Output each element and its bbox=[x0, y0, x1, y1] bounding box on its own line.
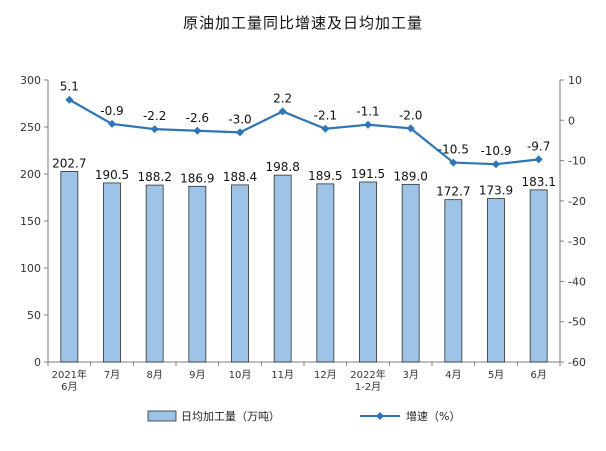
y-right-tick-label: -60 bbox=[568, 356, 586, 369]
bar bbox=[145, 184, 164, 363]
bar bbox=[273, 174, 292, 363]
growth-value-label: -2.1 bbox=[314, 109, 337, 123]
growth-point bbox=[449, 158, 458, 167]
x-tick-label: 3月 bbox=[402, 369, 418, 381]
bar bbox=[444, 199, 463, 363]
bar bbox=[359, 181, 377, 363]
x-tick-label: 2022年 bbox=[350, 368, 385, 381]
growth-value-label: 2.2 bbox=[273, 91, 292, 105]
x-tick-label: 5月 bbox=[488, 369, 504, 381]
growth-point bbox=[492, 160, 500, 169]
growth-value-label: -2.0 bbox=[399, 108, 422, 122]
bar-value-label: 172.7 bbox=[436, 185, 470, 199]
legend-bar-swatch bbox=[147, 410, 177, 422]
growth-point bbox=[108, 119, 116, 128]
y-left-tick-label: 0 bbox=[34, 356, 41, 369]
y-left-tick-label: 100 bbox=[20, 262, 41, 275]
bar bbox=[316, 183, 335, 363]
x-tick-label: 9月 bbox=[189, 369, 205, 381]
legend-line-label: 增速（%） bbox=[406, 409, 460, 423]
growth-point bbox=[406, 124, 415, 133]
x-tick-label: 1-2月 bbox=[355, 381, 381, 393]
growth-point bbox=[193, 126, 202, 135]
x-tick-label: 4月 bbox=[445, 369, 461, 381]
growth-value-label: -1.1 bbox=[356, 105, 379, 119]
x-tick-label: 8月 bbox=[146, 369, 162, 381]
x-tick-label: 7月 bbox=[104, 369, 120, 381]
bar bbox=[487, 198, 505, 363]
bar-value-label: 198.8 bbox=[265, 160, 299, 174]
growth-value-label: -10.5 bbox=[438, 143, 469, 157]
growth-point bbox=[236, 128, 244, 137]
growth-point bbox=[364, 120, 372, 129]
chart-title: 原油加工量同比增速及日均加工量 bbox=[182, 14, 423, 32]
bar bbox=[231, 184, 249, 363]
y-right-tick-label: -20 bbox=[568, 195, 586, 208]
x-tick-label: 6月 bbox=[530, 369, 546, 381]
x-tick-label: 11月 bbox=[271, 369, 294, 381]
growth-point bbox=[278, 107, 287, 116]
legend-line-marker bbox=[376, 412, 384, 420]
y-right-tick-label: 0 bbox=[568, 114, 575, 127]
y-right-tick-label: -40 bbox=[568, 275, 586, 288]
x-tick-label: 6月 bbox=[61, 381, 77, 393]
y-left-tick-label: 150 bbox=[20, 215, 41, 228]
bar-value-label: 190.5 bbox=[95, 168, 129, 182]
growth-value-label: -0.9 bbox=[100, 104, 123, 118]
bar-value-label: 189.5 bbox=[308, 169, 342, 183]
x-tick-label: 2021年 bbox=[52, 368, 87, 381]
growth-value-label: -10.9 bbox=[480, 144, 511, 158]
bar bbox=[188, 185, 207, 363]
y-right-tick-label: 10 bbox=[568, 74, 582, 87]
bar bbox=[401, 183, 420, 363]
bar-value-label: 188.2 bbox=[137, 170, 171, 184]
bar-value-label: 191.5 bbox=[351, 167, 385, 181]
y-right-tick-label: -10 bbox=[568, 155, 586, 168]
growth-value-label: -2.2 bbox=[143, 109, 166, 123]
x-tick-label: 10月 bbox=[229, 369, 252, 381]
growth-value-label: 5.1 bbox=[60, 80, 79, 94]
growth-value-label: -9.7 bbox=[527, 139, 550, 153]
y-left-tick-label: 300 bbox=[20, 74, 41, 87]
growth-line bbox=[68, 98, 539, 166]
bar bbox=[60, 171, 79, 363]
growth-point bbox=[150, 125, 159, 134]
bar-value-label: 173.9 bbox=[479, 184, 513, 198]
x-tick-label: 12月 bbox=[314, 369, 337, 381]
y-right-tick-label: -50 bbox=[568, 316, 586, 329]
y-left-tick-label: 50 bbox=[27, 309, 41, 322]
bar-value-label: 188.4 bbox=[223, 170, 257, 184]
bar-value-label: 183.1 bbox=[521, 175, 555, 189]
growth-point bbox=[65, 95, 74, 104]
y-left-tick-label: 250 bbox=[20, 121, 41, 134]
growth-point bbox=[321, 124, 330, 133]
bar-value-label: 202.7 bbox=[52, 156, 86, 170]
bar-value-label: 189.0 bbox=[393, 169, 427, 183]
y-left-tick-label: 200 bbox=[20, 168, 41, 181]
growth-value-label: -2.6 bbox=[186, 111, 209, 125]
growth-point bbox=[534, 155, 543, 164]
bar-value-label: 186.9 bbox=[180, 171, 214, 185]
y-right-tick-label: -30 bbox=[568, 235, 586, 248]
bar bbox=[103, 182, 121, 363]
growth-value-label: -3.0 bbox=[228, 112, 251, 126]
legend-bar-label: 日均加工量（万吨） bbox=[181, 410, 280, 423]
bar bbox=[529, 189, 548, 363]
